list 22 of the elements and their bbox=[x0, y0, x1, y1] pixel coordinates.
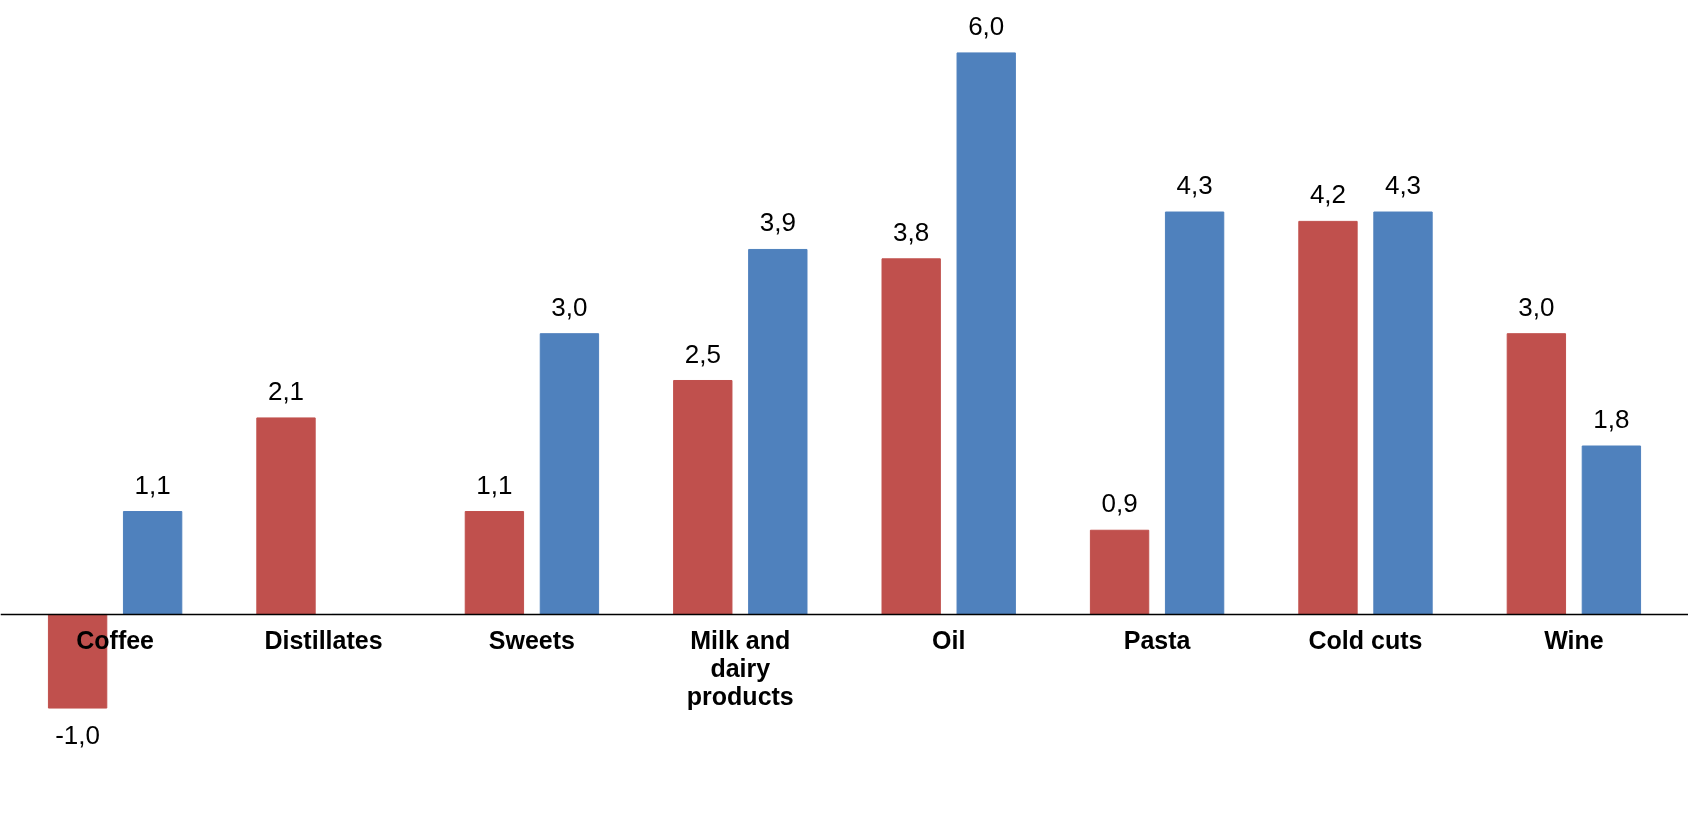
data-label: 1,8 bbox=[1593, 404, 1630, 435]
data-label: 3,0 bbox=[551, 291, 588, 322]
data-label: 0,9 bbox=[1101, 488, 1138, 519]
data-label: 4,3 bbox=[1384, 170, 1422, 201]
data-label: 1,1 bbox=[134, 469, 171, 500]
data-label: 3,8 bbox=[893, 216, 930, 247]
x-tick-label: Pasta bbox=[1123, 625, 1192, 654]
data-label: 3,9 bbox=[759, 207, 796, 238]
data-label: 2,5 bbox=[684, 338, 721, 369]
data-label: 6,0 bbox=[968, 10, 1005, 41]
x-tick-label: Sweets bbox=[488, 625, 575, 654]
data-label: 1,1 bbox=[476, 469, 513, 500]
x-tick-label: Cold cuts bbox=[1308, 625, 1423, 654]
data-label: 4,3 bbox=[1176, 170, 1213, 201]
x-tick-label: Oil bbox=[932, 625, 966, 654]
x-tick-label: Distillates bbox=[264, 625, 383, 654]
data-label: 2,1 bbox=[267, 375, 305, 406]
x-tick-label: Wine bbox=[1544, 625, 1604, 654]
data-label: 4,2 bbox=[1309, 179, 1347, 210]
x-tick-label: Milk and dairy products bbox=[686, 625, 794, 710]
data-label: -1,0 bbox=[55, 720, 101, 751]
data-label: 3,0 bbox=[1518, 291, 1555, 322]
